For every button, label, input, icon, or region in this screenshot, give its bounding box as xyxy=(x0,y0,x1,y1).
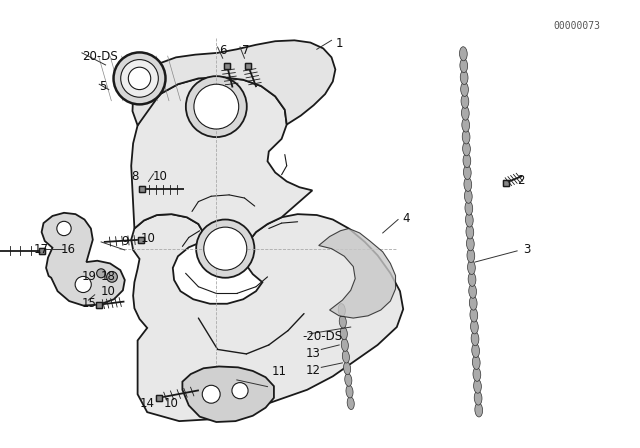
Ellipse shape xyxy=(338,304,346,316)
Circle shape xyxy=(121,60,158,97)
Text: 7: 7 xyxy=(242,43,250,57)
Ellipse shape xyxy=(339,315,346,328)
Ellipse shape xyxy=(467,237,474,251)
Text: 12: 12 xyxy=(306,364,321,378)
Ellipse shape xyxy=(465,189,472,203)
Ellipse shape xyxy=(463,154,471,168)
Polygon shape xyxy=(131,214,403,421)
Text: 5: 5 xyxy=(99,79,107,93)
Polygon shape xyxy=(132,40,335,125)
Text: 10: 10 xyxy=(141,232,156,245)
Polygon shape xyxy=(131,77,312,253)
Ellipse shape xyxy=(461,82,468,96)
Circle shape xyxy=(129,67,151,90)
Text: 10: 10 xyxy=(163,396,178,410)
Ellipse shape xyxy=(461,94,469,108)
Text: 16: 16 xyxy=(61,243,76,257)
Text: 8: 8 xyxy=(131,170,139,184)
Polygon shape xyxy=(42,213,125,306)
Ellipse shape xyxy=(465,201,473,215)
Text: 10: 10 xyxy=(152,170,167,184)
Ellipse shape xyxy=(470,308,477,322)
Text: 1: 1 xyxy=(336,37,344,51)
Ellipse shape xyxy=(460,59,468,73)
Ellipse shape xyxy=(465,213,473,227)
Text: 19: 19 xyxy=(82,270,97,284)
Ellipse shape xyxy=(474,391,482,405)
Text: 17: 17 xyxy=(33,243,48,257)
Ellipse shape xyxy=(472,355,480,370)
Ellipse shape xyxy=(468,260,476,275)
Ellipse shape xyxy=(474,379,481,393)
Ellipse shape xyxy=(344,362,351,375)
Circle shape xyxy=(186,76,247,137)
Circle shape xyxy=(75,276,92,293)
Ellipse shape xyxy=(468,284,477,298)
Polygon shape xyxy=(319,228,396,318)
Circle shape xyxy=(57,221,71,236)
Ellipse shape xyxy=(460,70,468,85)
Circle shape xyxy=(107,271,117,282)
Ellipse shape xyxy=(470,320,478,334)
Ellipse shape xyxy=(342,350,349,363)
Text: 15: 15 xyxy=(82,297,97,310)
Text: 00000073: 00000073 xyxy=(554,21,600,31)
Ellipse shape xyxy=(340,327,348,340)
Ellipse shape xyxy=(467,249,475,263)
Circle shape xyxy=(194,84,239,129)
Text: 6: 6 xyxy=(219,43,227,57)
Ellipse shape xyxy=(463,142,470,156)
Ellipse shape xyxy=(468,272,476,286)
Text: 3: 3 xyxy=(524,243,531,257)
Text: 18: 18 xyxy=(101,270,116,284)
Ellipse shape xyxy=(347,397,355,409)
Ellipse shape xyxy=(473,367,481,381)
Circle shape xyxy=(202,385,220,403)
Ellipse shape xyxy=(462,130,470,144)
Text: 14: 14 xyxy=(140,396,154,410)
Ellipse shape xyxy=(475,403,483,417)
Circle shape xyxy=(196,220,254,278)
Circle shape xyxy=(97,269,106,278)
Ellipse shape xyxy=(345,374,352,386)
Text: 10: 10 xyxy=(101,284,116,298)
Circle shape xyxy=(232,383,248,399)
Ellipse shape xyxy=(460,47,467,61)
Ellipse shape xyxy=(463,165,471,180)
Text: 2: 2 xyxy=(517,173,525,187)
Text: 11: 11 xyxy=(272,365,287,379)
Ellipse shape xyxy=(346,385,353,398)
Ellipse shape xyxy=(466,225,474,239)
Text: 4: 4 xyxy=(402,212,410,225)
Ellipse shape xyxy=(472,344,479,358)
Ellipse shape xyxy=(471,332,479,346)
Polygon shape xyxy=(182,366,274,422)
Ellipse shape xyxy=(462,118,470,132)
Circle shape xyxy=(204,227,247,270)
Circle shape xyxy=(113,52,166,104)
Text: 20-DS: 20-DS xyxy=(82,49,118,63)
Ellipse shape xyxy=(461,106,469,120)
Ellipse shape xyxy=(464,177,472,191)
Ellipse shape xyxy=(341,339,348,351)
Text: 9: 9 xyxy=(122,234,129,248)
Ellipse shape xyxy=(469,296,477,310)
Text: -20-DS: -20-DS xyxy=(302,330,342,344)
Text: 13: 13 xyxy=(306,347,321,361)
